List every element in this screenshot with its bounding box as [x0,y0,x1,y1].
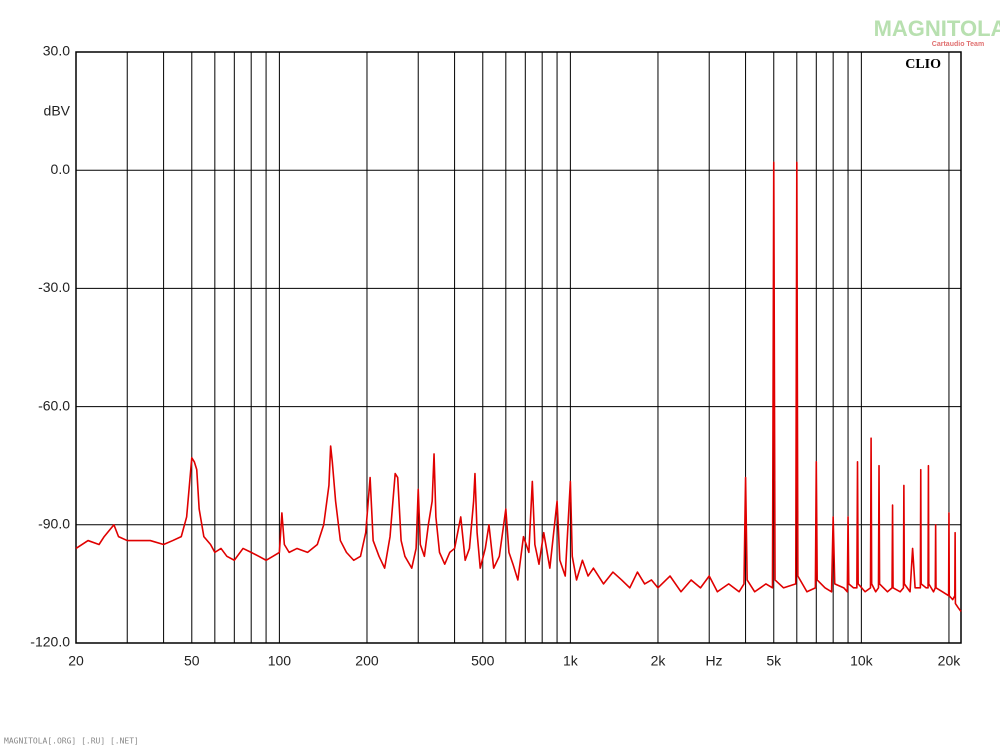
x-tick-label: 1k [563,653,579,669]
y-tick-label: -120.0 [30,634,70,650]
x-tick-label: 2k [651,653,667,669]
x-tick-label: 100 [268,653,292,669]
y-tick-label: 0.0 [51,161,71,177]
footer: MAGNITOLA[.ORG] [.RU] [.NET] [4,737,139,746]
plot-frame [75,51,962,644]
y-tick-label: 30.0 [43,43,70,59]
spectrum-line [75,161,962,612]
x-tick-label: 20k [938,653,962,669]
x-tick-label: 10k [850,653,874,669]
y-tick-label: -30.0 [38,279,70,295]
watermark-sub: Cartaudio Team [932,41,984,48]
x-axis-label: Hz [705,653,722,669]
x-tick-label: 500 [471,653,495,669]
y-tick-label: -90.0 [38,516,70,532]
watermark: MAGNITOLA [874,16,1000,41]
y-axis-label: dBV [44,103,71,119]
x-tick-label: 200 [355,653,379,669]
y-tick-label: -60.0 [38,397,70,413]
x-tick-label: 20 [68,653,84,669]
brand: CLIO [905,57,941,72]
x-tick-label: 5k [766,653,782,669]
x-tick-label: 50 [184,653,200,669]
